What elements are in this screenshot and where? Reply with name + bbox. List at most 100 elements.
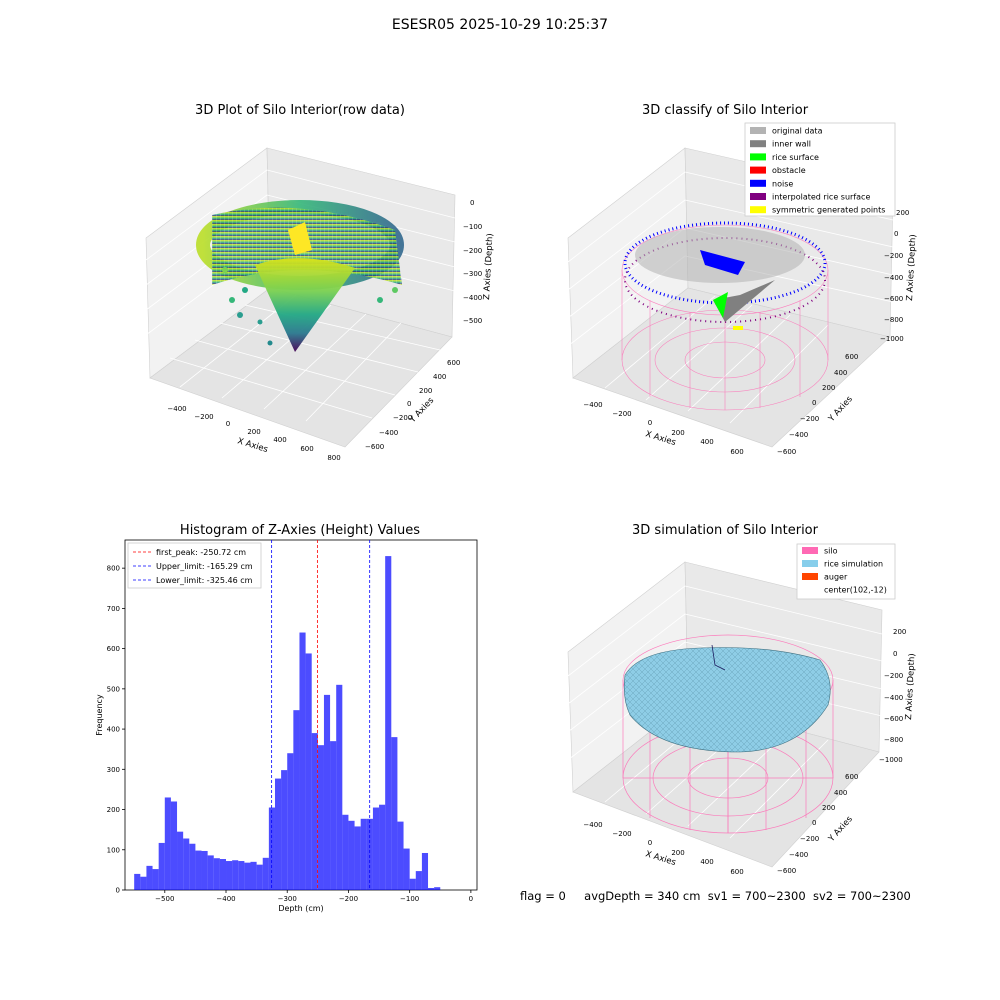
- histogram-bar: [274, 778, 282, 890]
- x-tick-label: 0: [469, 895, 473, 903]
- legend-label: first_peak: -250.72 cm: [156, 548, 246, 557]
- simulation-y-tick: 0: [812, 819, 816, 827]
- legend-label: rice simulation: [824, 560, 883, 569]
- classify-z-tick: −800: [884, 316, 903, 324]
- legend-swatch: [802, 573, 818, 580]
- raw-y-tick: −400: [379, 429, 398, 437]
- raw-y-ticks: 600 400 200 0 −200 −400 −600: [365, 359, 460, 451]
- sv1-text: sv1 = 700~2300: [707, 889, 806, 903]
- histogram-bar: [323, 694, 331, 890]
- classify-x-tick: −200: [612, 410, 631, 418]
- y-tick-label: 500: [107, 685, 120, 693]
- classify-y-tick: 0: [812, 399, 816, 407]
- legend-label: center(102,-12): [824, 586, 887, 595]
- raw-z-ticks: 0 −100 −200 −300 −400 −500: [463, 199, 482, 325]
- figure-suptitle: ESESR05 2025-10-29 10:25:37: [391, 17, 609, 33]
- simulation-y-tick: −400: [789, 851, 808, 859]
- simulation-x-tick: −400: [583, 821, 602, 829]
- classify-y-tick: 400: [834, 369, 847, 377]
- histogram-bar: [250, 861, 257, 890]
- histogram-bar: [366, 818, 373, 890]
- simulation-silo-wireframe: [622, 634, 834, 834]
- legend-label: Lower_limit: -325.46 cm: [156, 576, 253, 585]
- raw-z-tick: −500: [463, 317, 482, 325]
- legend-label: rice surface: [772, 153, 819, 162]
- histogram-title: Histogram of Z-Axies (Height) Values: [179, 523, 421, 538]
- classify-y-tick: −600: [777, 448, 796, 456]
- y-tick-label: 300: [107, 766, 120, 774]
- classify-z-tick: 0: [894, 230, 898, 238]
- simulation-x-tick: 600: [730, 868, 743, 876]
- histogram-reference-lines: [271, 540, 371, 890]
- histogram-bar: [195, 850, 202, 890]
- simulation-y-tick: 200: [822, 804, 835, 812]
- histogram-bar: [281, 770, 288, 890]
- simulation-z-tick: 0: [893, 650, 897, 658]
- classify-y-label: Y Axies: [826, 394, 855, 425]
- status-footer: flag = 0 avgDepth = 340 cm sv1 = 700~230…: [520, 889, 911, 903]
- legend-label: Upper_limit: -165.29 cm: [156, 562, 253, 571]
- classify-legend: original data inner wall rice surface obsta…: [744, 122, 896, 217]
- raw-y-tick: 400: [433, 373, 446, 381]
- simulation-y-tick: −200: [800, 835, 819, 843]
- raw-x-tick: 0: [226, 420, 230, 428]
- raw-x-tick: −400: [167, 405, 186, 413]
- histogram-bar: [219, 859, 227, 890]
- classify-3d-plot: original data inner wall rice surface obsta…: [567, 122, 918, 456]
- classify-z-tick: −1000: [880, 335, 904, 343]
- rice-simulation-surface: [623, 647, 831, 753]
- simulation-x-tick: −200: [612, 830, 631, 838]
- histogram-bar: [385, 556, 392, 890]
- legend-swatch: [750, 179, 766, 187]
- simulation-y-tick: 600: [845, 773, 858, 781]
- histogram-x-ticks: −500 −400 −300 −200 −100 0: [155, 890, 473, 903]
- raw-y-tick: −600: [365, 443, 384, 451]
- raw-y-tick: 600: [447, 359, 460, 367]
- legend-label: inner wall: [772, 140, 811, 149]
- classify-silo-wireframe: [621, 224, 829, 411]
- classify-x-tick: 400: [700, 438, 713, 446]
- classify-z-tick: 200: [896, 209, 909, 217]
- histogram-y-label: Frequency: [95, 694, 104, 736]
- histogram-bar: [268, 807, 275, 890]
- raw-y-tick: 0: [407, 400, 411, 408]
- histogram-bar: [372, 807, 380, 890]
- histogram-bar: [305, 653, 312, 890]
- histogram-legend: first_peak: -250.72 cm Upper_limit: -165.…: [127, 542, 262, 589]
- histogram-bar: [134, 873, 141, 890]
- classify-x-tick: 0: [648, 419, 652, 427]
- simulation-z-tick: −800: [884, 736, 903, 744]
- raw-point-cloud: [196, 200, 404, 352]
- simulation-y-label: Y Axies: [826, 814, 855, 845]
- avg-depth-text: avgDepth = 340 cm: [584, 889, 701, 903]
- simulation-plot-title: 3D simulation of Silo Interior: [632, 523, 818, 538]
- raw-z-label: Z Axies (Depth): [482, 233, 495, 300]
- raw-x-tick: 200: [247, 428, 260, 436]
- histogram-bar: [207, 855, 214, 890]
- legend-swatch: [750, 140, 766, 148]
- histogram-chart: −500 −400 −300 −200 −100 0 0 100 200 300 400 500 60…: [95, 539, 478, 913]
- histogram-bar: [226, 861, 233, 890]
- x-tick-label: −500: [155, 895, 174, 903]
- raw-x-label: X Axies: [236, 436, 269, 455]
- simulation-y-ticks: 600 400 200 0 −200 −400 −600: [777, 773, 858, 875]
- histogram-bar: [434, 887, 441, 890]
- histogram-bar: [336, 684, 343, 890]
- x-tick-label: −200: [339, 895, 358, 903]
- classify-y-tick: −400: [789, 431, 808, 439]
- histogram-bar: [164, 797, 171, 890]
- classify-y-tick: −200: [800, 415, 819, 423]
- auger-marker: [711, 644, 726, 671]
- histogram-bar: [287, 753, 294, 890]
- classify-x-tick: 200: [671, 429, 684, 437]
- histogram-bar: [293, 710, 300, 890]
- histogram-bar: [397, 821, 404, 890]
- sv2-text: sv2 = 700~2300: [812, 889, 911, 903]
- histogram-y-ticks: 0 100 200 300 400 500 600 700 800: [107, 565, 125, 895]
- x-tick-label: −400: [216, 895, 235, 903]
- simulation-z-ticks: 200 0 −200 −400 −600 −800 −1000: [879, 628, 906, 764]
- histogram-bar: [140, 876, 147, 890]
- raw-x-tick: −200: [194, 413, 213, 421]
